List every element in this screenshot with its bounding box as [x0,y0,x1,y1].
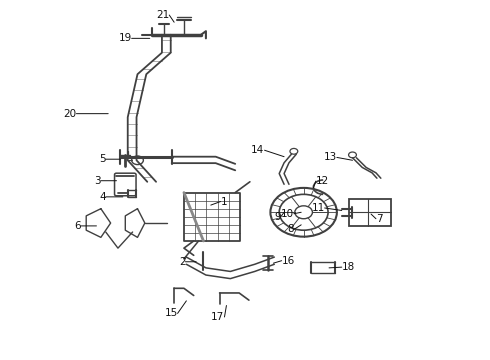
Text: 7: 7 [376,214,383,224]
Text: 8: 8 [287,225,294,234]
Bar [349,199,391,226]
Text: 6: 6 [74,221,81,231]
Text: 2: 2 [179,257,185,267]
Text: 16: 16 [282,256,295,266]
Text: 1: 1 [220,197,227,207]
FancyBboxPatch shape [115,173,136,196]
Text: 17: 17 [211,312,224,322]
Text: 18: 18 [342,262,355,272]
Text: 15: 15 [164,309,177,318]
Text: 5: 5 [99,154,106,164]
Text: 3: 3 [94,176,101,186]
Text: 9: 9 [274,212,281,222]
Text: 11: 11 [311,203,325,213]
Text: 14: 14 [251,145,265,155]
Text: 13: 13 [323,152,337,162]
Text: 12: 12 [316,176,329,186]
Text: 10: 10 [281,209,294,219]
Text: 21: 21 [156,10,169,20]
Text: 20: 20 [63,109,76,119]
Text: 19: 19 [119,33,132,43]
Text: 4: 4 [99,192,106,202]
